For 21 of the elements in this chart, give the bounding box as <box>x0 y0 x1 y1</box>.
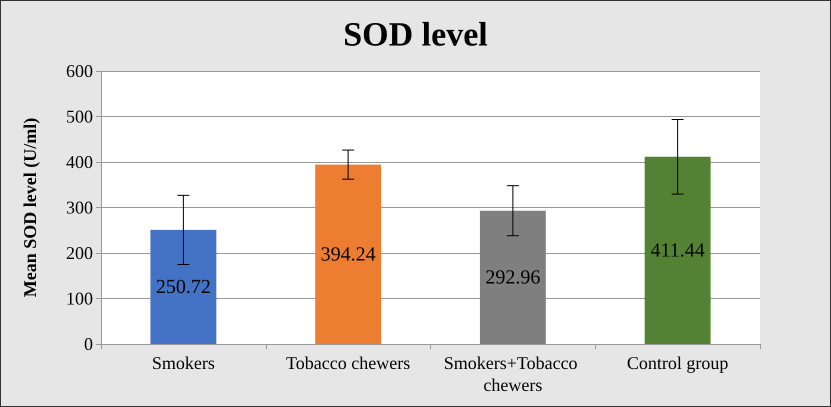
x-tick-label: Tobacco chewers <box>286 353 410 373</box>
y-tick-label: 100 <box>66 288 93 308</box>
x-tick-label: Control group <box>626 353 728 373</box>
x-tick-label: Smokers+Tobacco chewers <box>444 353 582 395</box>
data-label: 292.96 <box>485 266 540 288</box>
data-label: 394.24 <box>320 243 376 266</box>
bar <box>644 156 711 344</box>
x-tick-label: Smokers <box>152 353 215 373</box>
chart-title: SOD level <box>343 16 488 54</box>
bar <box>150 230 216 344</box>
y-axis-title: Mean SOD level (U/ml) <box>20 118 40 298</box>
data-label: 250.72 <box>156 276 211 298</box>
y-tick-label: 400 <box>66 152 93 172</box>
y-tick-label: 600 <box>66 61 93 81</box>
data-label: 411.44 <box>650 239 705 262</box>
y-tick-label: 500 <box>66 106 93 126</box>
y-tick-label: 200 <box>66 243 93 263</box>
y-tick-label: 300 <box>66 198 93 218</box>
y-tick-label: 0 <box>84 334 93 354</box>
bar <box>315 164 382 344</box>
bar <box>480 210 546 344</box>
